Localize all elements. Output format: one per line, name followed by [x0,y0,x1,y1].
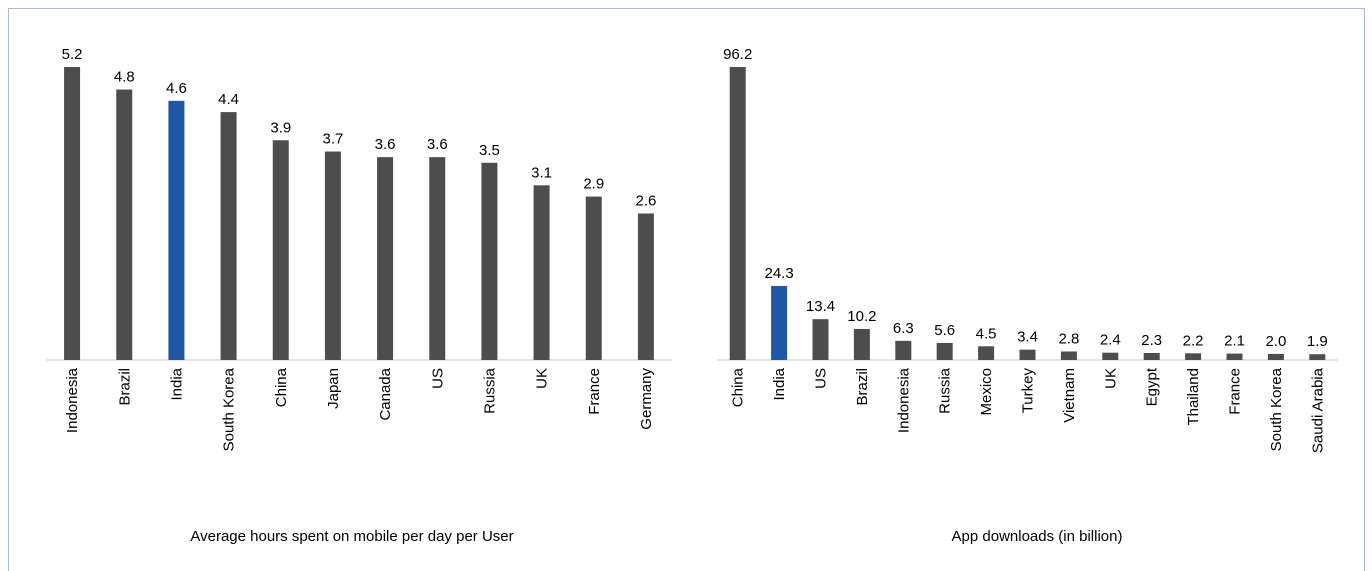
bar [168,100,185,361]
data-label: 5.6 [934,322,955,339]
data-label: 2.4 [1100,332,1121,349]
x-tick-label: India [771,367,788,400]
bar [116,89,133,361]
data-label: 2.6 [635,193,656,210]
x-tick-label: US [429,368,446,389]
data-label: 10.2 [847,308,876,325]
data-label: 4.6 [166,80,187,97]
bar [585,196,602,360]
chart-title: Average hours spent on mobile per day pe… [190,528,513,545]
x-tick-label: Brazil [854,368,871,406]
bar [978,346,995,360]
bar [729,67,746,360]
data-label: 3.9 [270,119,291,136]
data-label: 4.5 [976,325,997,342]
bar [324,151,341,360]
x-tick-label: Indonesia [895,367,912,433]
bar [1309,354,1326,360]
bar [533,185,550,360]
x-tick-label: South Korea [1268,367,1285,451]
data-label: 5.2 [62,46,83,63]
bar [1102,352,1119,360]
bar [637,213,654,360]
data-label: 2.9 [583,176,604,193]
x-tick-label: Mexico [978,368,995,416]
data-label: 24.3 [764,265,793,282]
bar [812,319,829,360]
data-label: 3.7 [322,131,343,148]
x-tick-label: US [813,368,830,389]
bar [853,328,870,360]
x-tick-label: Saudi Arabia [1309,367,1326,453]
bar [220,112,237,360]
data-label: 2.2 [1183,332,1204,349]
data-label: 3.1 [531,164,552,181]
x-tick-label: Egypt [1144,367,1161,406]
bar [429,157,446,360]
frame [8,8,1365,571]
x-tick-label: Turkey [1020,368,1037,414]
data-label: 3.5 [479,142,500,159]
bar [1267,353,1284,360]
x-tick-label: Canada [377,367,394,420]
data-label: 6.3 [893,320,914,337]
bar [481,162,498,360]
data-label: 96.2 [723,46,752,63]
x-tick-label: Thailand [1185,368,1202,426]
x-tick-label: Vietnam [1061,368,1078,423]
x-tick-label: China [273,367,290,407]
x-tick-label: Indonesia [64,367,81,433]
data-label: 4.4 [218,91,239,108]
x-tick-label: China [730,367,747,407]
data-label: 2.3 [1141,332,1162,349]
data-label: 2.0 [1265,333,1286,350]
x-tick-label: France [1227,368,1244,415]
bar [1143,352,1160,360]
bar [895,340,912,360]
data-label: 13.4 [806,298,835,315]
x-tick-label: Russia [481,367,498,414]
data-label: 3.6 [375,136,396,153]
bar [771,285,788,360]
x-tick-label: UK [534,368,551,389]
bar [1060,351,1077,360]
data-label: 4.8 [114,69,135,86]
bar [1019,349,1036,360]
bar [936,342,953,360]
x-tick-label: India [168,367,185,400]
x-tick-label: Brazil [116,368,133,406]
data-label: 1.9 [1307,333,1328,350]
bar [377,157,394,360]
data-label: 2.8 [1058,330,1079,347]
chart-title: App downloads (in billion) [952,528,1123,545]
x-tick-label: South Korea [221,367,238,451]
x-tick-label: Russia [937,367,954,414]
bar [1185,353,1202,360]
x-tick-label: Germany [638,368,655,430]
x-tick-label: UK [1102,368,1119,389]
data-label: 3.4 [1017,329,1038,346]
bar [272,140,289,360]
x-tick-label: France [586,368,603,415]
data-label: 2.1 [1224,333,1245,350]
bar [64,67,81,360]
data-label: 3.6 [427,136,448,153]
x-tick-label: Japan [325,368,342,409]
bar [1226,353,1243,360]
